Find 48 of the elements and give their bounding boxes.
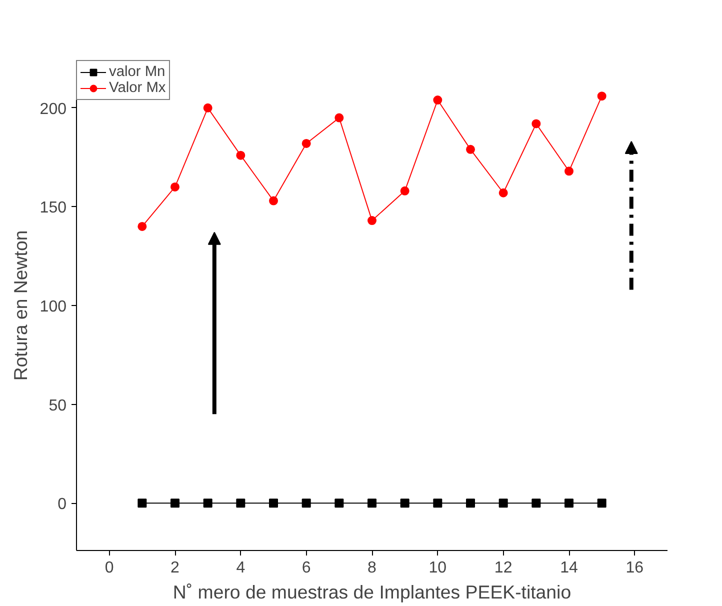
x-tick-label: 10 xyxy=(428,560,447,576)
point xyxy=(466,498,475,508)
point xyxy=(597,92,606,101)
y-tick-label: 100 xyxy=(40,298,67,316)
y-tick-label: 200 xyxy=(40,100,67,118)
point xyxy=(597,498,606,508)
point xyxy=(236,150,246,160)
x-tick-label: 16 xyxy=(626,560,644,576)
y-tick-label: 150 xyxy=(40,200,67,217)
point xyxy=(170,182,180,192)
point xyxy=(400,186,410,196)
y-tick-label: 0 xyxy=(58,496,67,514)
y-axis-title: Rotura en Newton xyxy=(10,230,31,381)
x-axis-title: N˚ mero de muestras de Implantes PEEK-titanio xyxy=(172,582,572,602)
point xyxy=(466,144,475,154)
x-tick-label: 4 xyxy=(236,560,246,576)
point xyxy=(334,113,344,122)
x-tick-label: 12 xyxy=(494,560,512,576)
y-tick-label: 50 xyxy=(48,397,67,414)
x-tick-label: 6 xyxy=(302,560,311,576)
point xyxy=(203,103,212,112)
point xyxy=(532,119,541,128)
point xyxy=(302,498,311,508)
x-tick-label: 0 xyxy=(104,560,114,576)
point xyxy=(170,498,180,508)
point xyxy=(400,498,410,508)
x-tick-label: 8 xyxy=(368,560,377,576)
legend-label: valor Mn xyxy=(109,64,166,80)
point xyxy=(564,166,574,176)
point xyxy=(564,498,574,508)
legend-label: Valor Mx xyxy=(109,80,166,96)
x-tick-label: 14 xyxy=(560,560,578,576)
point xyxy=(532,498,541,508)
point xyxy=(138,498,147,508)
point xyxy=(269,196,278,206)
point xyxy=(203,498,212,508)
point xyxy=(368,216,376,226)
point xyxy=(368,498,376,508)
point xyxy=(334,498,344,508)
point xyxy=(433,96,442,105)
point xyxy=(269,498,278,508)
point xyxy=(236,498,246,508)
x-tick-label: 2 xyxy=(170,560,180,576)
point xyxy=(138,222,147,231)
point xyxy=(433,498,442,508)
point xyxy=(302,138,311,148)
point xyxy=(498,188,508,198)
point xyxy=(498,498,508,508)
